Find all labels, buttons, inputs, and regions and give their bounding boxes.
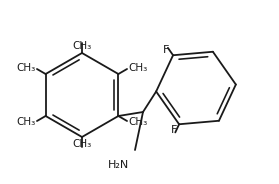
Text: CH₃: CH₃	[129, 117, 148, 127]
Text: CH₃: CH₃	[129, 63, 148, 73]
Text: CH₃: CH₃	[72, 139, 92, 149]
Text: H₂N: H₂N	[108, 160, 129, 170]
Text: CH₃: CH₃	[16, 117, 35, 127]
Text: F: F	[171, 125, 177, 135]
Text: CH₃: CH₃	[72, 41, 92, 51]
Text: CH₃: CH₃	[16, 63, 35, 73]
Text: F: F	[163, 45, 169, 55]
